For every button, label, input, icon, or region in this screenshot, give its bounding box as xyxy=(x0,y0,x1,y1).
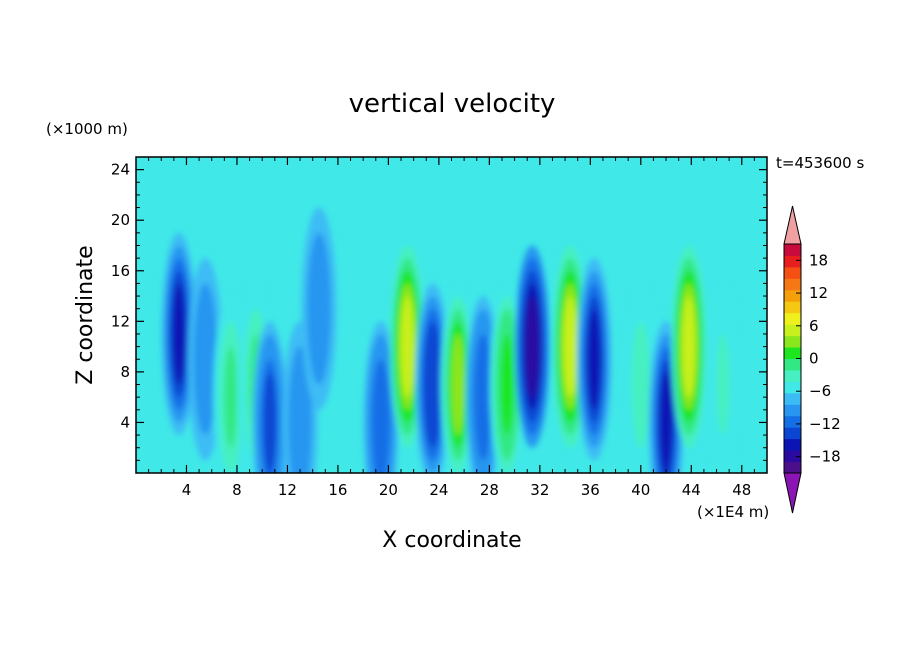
plume-group xyxy=(161,207,741,473)
y-tick-label: 4 xyxy=(120,413,130,431)
colorbar-over-arrow xyxy=(783,205,802,245)
plume-14-level-4 xyxy=(563,296,577,398)
colorbar-swatch xyxy=(784,404,801,417)
y-axis-title: Z coordinate xyxy=(73,245,98,384)
colorbar-tick-label: 18 xyxy=(809,251,828,269)
plume-13-level-4 xyxy=(525,296,539,398)
x-tick-label: 8 xyxy=(232,481,242,499)
y-tick-label: 16 xyxy=(111,262,130,280)
plume-12-level-4 xyxy=(500,333,514,436)
plume-0-level-4 xyxy=(172,283,186,385)
colorbar-swatch xyxy=(784,392,801,405)
x-tick-label: 20 xyxy=(379,481,398,499)
x-tick-label: 40 xyxy=(631,481,650,499)
plume-6-level-4 xyxy=(312,258,326,360)
colorbar-swatch xyxy=(784,289,801,302)
x-tick-label: 4 xyxy=(182,481,192,499)
colorbar-swatch xyxy=(784,335,801,348)
plume-18-level-4 xyxy=(682,296,696,398)
plume-7-level-4 xyxy=(374,371,388,473)
plume-15-level-4 xyxy=(587,308,601,410)
colorbar-swatch xyxy=(784,461,801,474)
colorbar-swatch xyxy=(784,266,801,279)
colorbar-swatch xyxy=(784,301,801,314)
x-tick-label: 48 xyxy=(732,481,751,499)
velocity-field xyxy=(136,157,767,473)
x-tick-label: 36 xyxy=(581,481,600,499)
plume-9-level-4 xyxy=(426,333,439,436)
colorbar-swatch xyxy=(784,381,801,394)
colorbar-swatch xyxy=(784,427,801,440)
colorbar-swatch xyxy=(784,312,801,325)
colorbar-tick-label: −12 xyxy=(809,415,841,433)
plume-2-level-4 xyxy=(224,346,237,448)
colorbar-tick-label: 12 xyxy=(809,284,828,302)
x-axis: 4 8 12 16 20 24 28 32 36 40 44 48 xyxy=(148,157,755,499)
plume-10-level-4 xyxy=(451,333,465,436)
colorbar-swatch xyxy=(784,244,801,256)
colorbar-under-arrow xyxy=(783,472,802,514)
colorbar-swatch xyxy=(784,369,801,382)
colorbar-tick-label: 6 xyxy=(809,317,819,335)
y-tick-label: 8 xyxy=(120,363,130,381)
time-label: t=453600 s xyxy=(776,154,864,172)
y-tick-label: 12 xyxy=(111,312,130,330)
chart-title: vertical velocity xyxy=(349,89,556,119)
x-tick-label: 24 xyxy=(429,481,448,499)
x-tick-label: 28 xyxy=(480,481,499,499)
y-axis: 4 8 12 16 20 24 xyxy=(111,161,767,461)
colorbar: 18 12 6 0 −6 −12 −18 xyxy=(783,205,841,514)
y-tick-label: 24 xyxy=(111,161,130,179)
colorbar-swatch xyxy=(784,255,801,268)
x-axis-title: X coordinate xyxy=(382,528,521,553)
y-tick-label: 20 xyxy=(111,211,130,229)
colorbar-tick-label: −18 xyxy=(809,448,841,466)
plume-17-level-4 xyxy=(659,371,673,473)
colorbar-tick-label: −6 xyxy=(809,382,831,400)
colorbar-swatch xyxy=(784,278,801,291)
colorbar-swatch xyxy=(784,347,801,359)
plume-4-level-4 xyxy=(263,371,277,473)
x-unit-label: (×1E4 m) xyxy=(697,503,769,521)
plume-19-level-4 xyxy=(716,333,730,436)
x-tick-label: 32 xyxy=(530,481,549,499)
colorbar-swatch xyxy=(784,358,801,371)
plume-8-level-4 xyxy=(401,296,414,398)
colorbar-tick-label: 0 xyxy=(809,350,819,368)
x-tick-label: 44 xyxy=(682,481,701,499)
colorbar-swatch xyxy=(784,324,801,337)
colorbar-swatch xyxy=(784,415,801,428)
colorbar-swatch xyxy=(784,450,801,463)
plume-1-level-4 xyxy=(199,308,212,410)
x-tick-label: 12 xyxy=(278,481,297,499)
plume-11-level-4 xyxy=(476,346,490,448)
plume-16-level-4 xyxy=(634,333,648,436)
colorbar-swatch xyxy=(784,438,801,451)
x-tick-label: 16 xyxy=(328,481,347,499)
y-unit-label: (×1000 m) xyxy=(46,120,128,138)
plume-5-level-4 xyxy=(293,371,307,473)
